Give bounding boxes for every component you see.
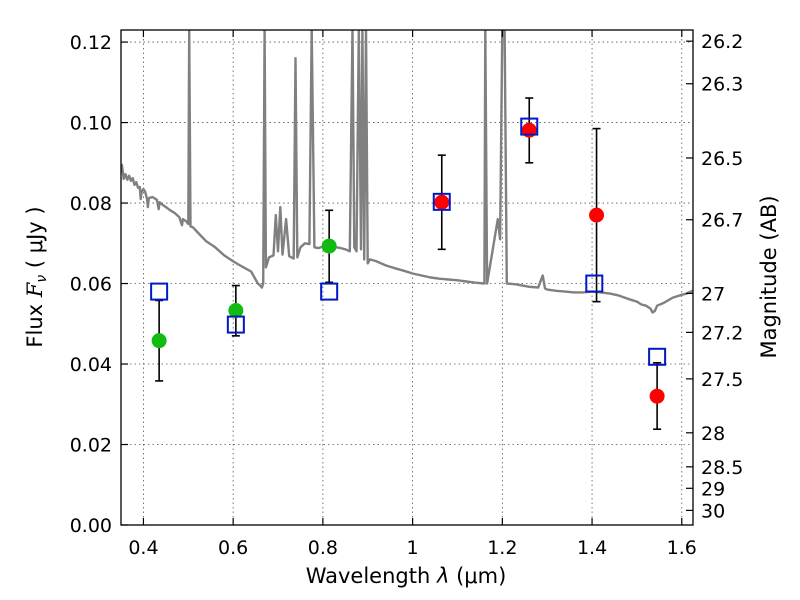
model-photometry-layer	[150, 117, 667, 366]
model-photometry-square	[320, 282, 339, 301]
x-tick-label: 0.6	[218, 537, 248, 559]
x-tick-label: 1.6	[667, 537, 697, 559]
y-tick-label: 0.10	[70, 113, 112, 135]
y-tick-label: 0.06	[70, 274, 112, 296]
observed-points-layer	[151, 122, 665, 404]
axis-ticks	[121, 30, 693, 526]
model-photometry-square	[226, 315, 245, 334]
model-photometry-square	[648, 347, 667, 366]
observed-flux-point	[649, 388, 665, 404]
grid-lines	[121, 30, 693, 526]
x-tick-label: 1	[407, 537, 419, 559]
observed-flux-point	[151, 333, 167, 349]
y2-tick-label: 26.3	[701, 74, 743, 96]
y2-tick-label: 26.5	[701, 148, 743, 170]
y-axis-label: Flux Fν ( μJy )	[23, 206, 50, 347]
y2-tick-label: 26.2	[701, 31, 743, 53]
y2-axis-label: Magnitude (AB)	[757, 195, 781, 358]
plot-frame	[120, 29, 694, 526]
model-photometry-square	[520, 117, 539, 136]
y-tick-label: 0.00	[70, 515, 112, 537]
y2-tick-label: 27.5	[701, 369, 743, 391]
x-tick-label: 0.4	[128, 537, 158, 559]
x-tick-label: 1.2	[487, 537, 517, 559]
model-photometry-square	[150, 282, 169, 301]
y-tick-label: 0.04	[70, 354, 112, 376]
model-photometry-square	[432, 192, 451, 211]
y2-tick-label: 28.5	[701, 457, 743, 479]
x-axis-label: Wavelength λ (μm)	[306, 564, 507, 588]
observed-flux-point	[589, 207, 605, 223]
y2-tick-label: 27.2	[701, 322, 743, 344]
model-spectrum-line	[121, 30, 693, 314]
y2-tick-label: 28	[701, 423, 725, 445]
model-spectrum-layer	[121, 30, 693, 314]
observed-flux-point	[228, 303, 244, 318]
y2-tick-label: 30	[701, 500, 725, 522]
x-tick-label: 1.4	[577, 537, 607, 559]
tick-labels: 0.4 0.6 0.8 1 1.2 1.4 1.6 0.00 0.02 0.04 0.06 0.08 0…	[70, 31, 744, 559]
y-tick-label: 0.08	[70, 193, 112, 215]
y-tick-label: 0.02	[70, 435, 112, 457]
model-photometry-square	[585, 274, 604, 293]
observed-flux-point	[321, 238, 337, 254]
y2-tick-label: 29	[701, 478, 725, 500]
y-tick-label: 0.12	[70, 32, 112, 54]
y2-tick-label: 27	[701, 283, 725, 305]
observed-flux-point	[434, 194, 450, 210]
x-tick-label: 0.8	[308, 537, 338, 559]
y2-tick-label: 26.7	[701, 210, 743, 232]
